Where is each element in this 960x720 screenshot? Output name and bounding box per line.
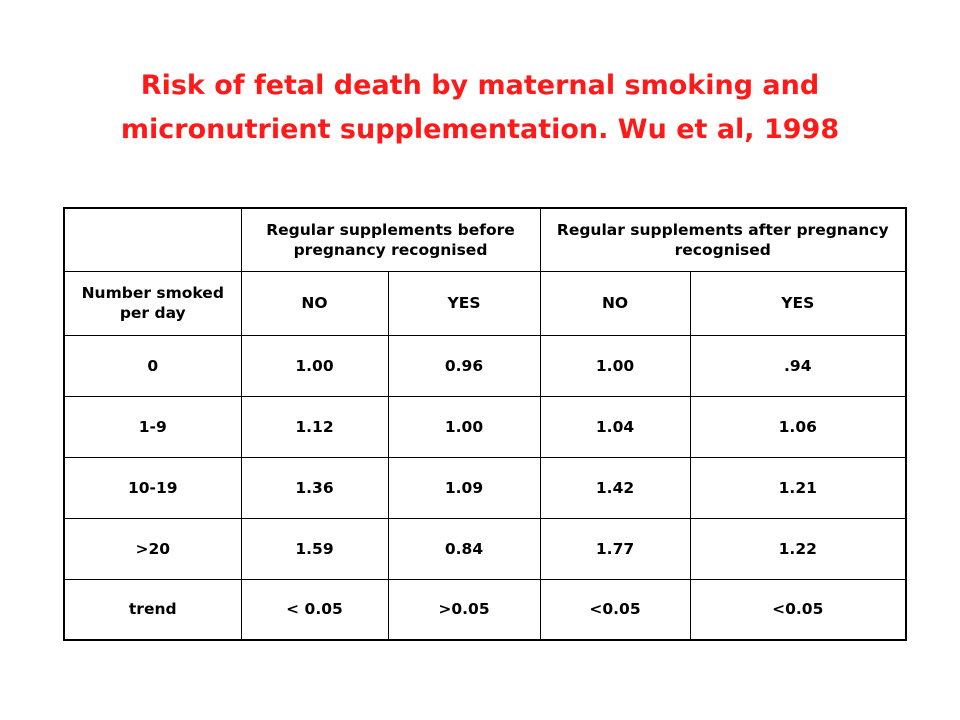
- table-cell: 1.04: [539, 395, 691, 458]
- table-cell: 1.21: [689, 456, 907, 519]
- table-cell: 1.42: [539, 456, 691, 519]
- table-cell: 0.96: [387, 334, 541, 397]
- fetal-death-risk-table: Regular supplements before pregnancy rec…: [63, 207, 908, 641]
- table-row: trend < 0.05 >0.05 <0.05 <0.05: [63, 578, 907, 641]
- group-header-before: Regular supplements before pregnancy rec…: [240, 207, 541, 272]
- table-row: 1-9 1.12 1.00 1.04 1.06: [63, 395, 907, 458]
- sub-header-after-no: NO: [539, 270, 691, 336]
- slide-title: Risk of fetal death by maternal smoking …: [0, 64, 960, 152]
- row-header-label: Number smoked per day: [63, 270, 242, 336]
- table-cell: 1.77: [539, 517, 691, 580]
- row-label: 1-9: [63, 395, 242, 458]
- table-cell: 1.12: [240, 395, 389, 458]
- table-cell: < 0.05: [240, 578, 389, 641]
- table-corner-cell: [63, 207, 242, 272]
- table-cell: .94: [689, 334, 907, 397]
- table-cell: <0.05: [689, 578, 907, 641]
- sub-header-after-yes: YES: [689, 270, 907, 336]
- table-cell: 1.09: [387, 456, 541, 519]
- row-label: 0: [63, 334, 242, 397]
- table-row: 10-19 1.36 1.09 1.42 1.21: [63, 456, 907, 519]
- table-row: 0 1.00 0.96 1.00 .94: [63, 334, 907, 397]
- sub-header-before-yes: YES: [387, 270, 541, 336]
- table-cell: 1.22: [689, 517, 907, 580]
- table-cell: 1.00: [240, 334, 389, 397]
- table-cell: 1.00: [387, 395, 541, 458]
- table-cell: 1.06: [689, 395, 907, 458]
- table-cell: 0.84: [387, 517, 541, 580]
- table-cell: <0.05: [539, 578, 691, 641]
- table-row: >20 1.59 0.84 1.77 1.22: [63, 517, 907, 580]
- slide-title-line-2: micronutrient supplementation. Wu et al,…: [120, 114, 840, 145]
- table-cell: >0.05: [387, 578, 541, 641]
- row-label: >20: [63, 517, 242, 580]
- row-label: trend: [63, 578, 242, 641]
- table-cell: 1.59: [240, 517, 389, 580]
- row-label: 10-19: [63, 456, 242, 519]
- table-sub-header-row: Number smoked per day NO YES NO YES: [63, 270, 907, 336]
- table-cell: 1.36: [240, 456, 389, 519]
- table-cell: 1.00: [539, 334, 691, 397]
- table-group-header-row: Regular supplements before pregnancy rec…: [63, 207, 907, 272]
- group-header-after: Regular supplements after pregnancy reco…: [539, 207, 907, 272]
- sub-header-before-no: NO: [240, 270, 389, 336]
- slide-title-line-1: Risk of fetal death by maternal smoking …: [140, 70, 820, 101]
